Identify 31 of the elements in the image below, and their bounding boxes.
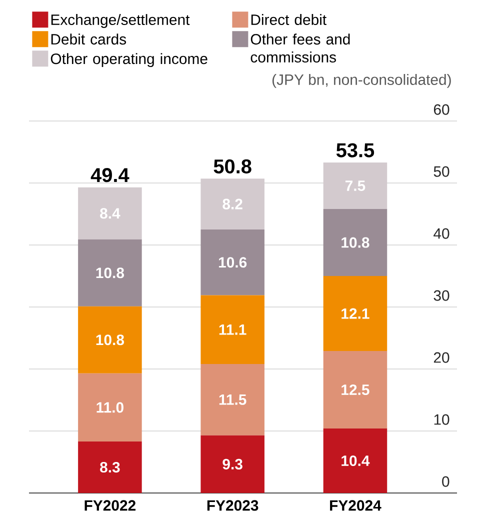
- data-label: 10.8: [342, 237, 370, 248]
- y-tick-label: 50: [434, 166, 450, 177]
- legend-label: Debit cards: [51, 34, 126, 45]
- y-tick-label: 10: [434, 414, 450, 425]
- legend-label: Exchange/settlement: [51, 14, 190, 28]
- data-label: 11.1: [219, 324, 246, 335]
- data-label: 11.5: [219, 394, 246, 405]
- x-tick-label: FY2023: [207, 500, 258, 511]
- y-tick-label: 30: [434, 290, 450, 301]
- y-tick-label: 0: [442, 476, 450, 487]
- data-label: 10.8: [96, 268, 124, 278]
- data-label: 10.6: [218, 257, 247, 268]
- y-tick-label: 20: [434, 352, 450, 363]
- legend-label: Other fees and commissions: [250, 34, 350, 62]
- legend-label: Direct debit: [251, 14, 326, 26]
- data-label: 10.4: [342, 455, 370, 466]
- y-axis-title: (JPY bn, non-consolidated): [272, 74, 451, 88]
- x-tick-label: FY2022: [84, 500, 136, 511]
- x-tick-label: FY2024: [330, 500, 382, 511]
- data-label: 9.3: [222, 458, 242, 470]
- total-label: 50.8: [214, 159, 252, 174]
- data-label: 12.5: [342, 384, 370, 396]
- y-tick-label: 40: [434, 228, 450, 239]
- data-label: 11.0: [96, 402, 124, 413]
- total-label: 49.4: [90, 168, 130, 182]
- total-label: 53.5: [336, 143, 374, 158]
- y-tick-label: 60: [434, 104, 450, 115]
- data-label: 12.1: [342, 308, 370, 319]
- data-label: 8.3: [100, 462, 120, 473]
- legend-label: Other operating income: [50, 53, 208, 68]
- data-label: 10.8: [96, 334, 124, 346]
